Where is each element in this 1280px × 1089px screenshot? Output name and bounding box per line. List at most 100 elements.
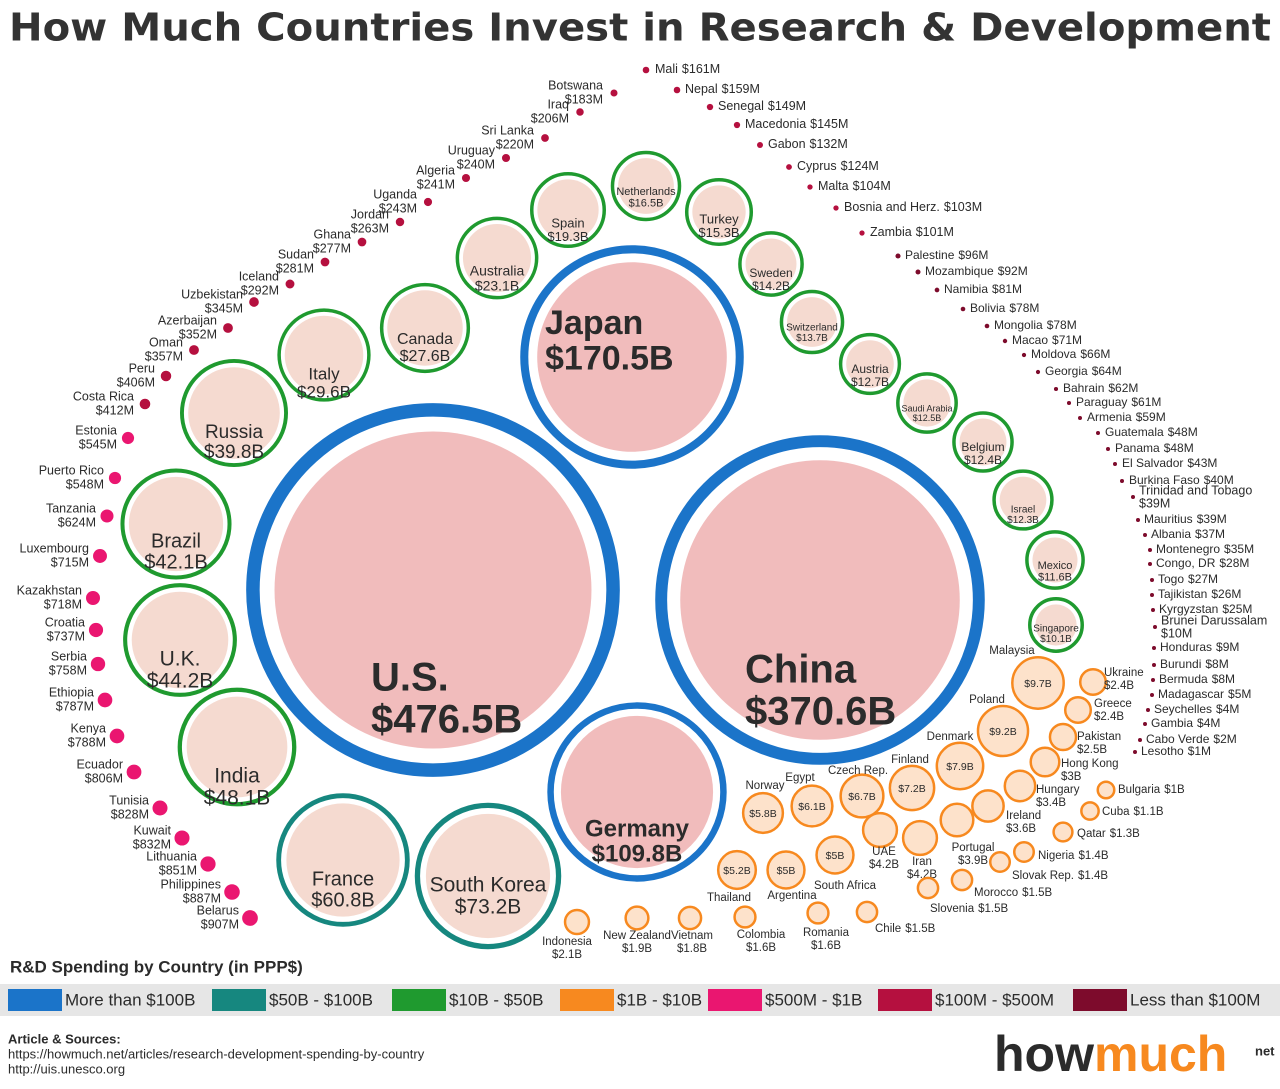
country-name: Germany	[585, 815, 690, 842]
dot	[807, 184, 813, 190]
country-name: Macao	[1012, 333, 1048, 347]
value-label: $277M	[313, 241, 351, 255]
bubble	[901, 819, 939, 857]
value-label: $12.4B	[964, 453, 1002, 467]
legend-swatch	[8, 989, 62, 1011]
country-name: Mauritius	[1144, 512, 1193, 526]
country-label: Malta $104M	[818, 179, 891, 193]
dot	[249, 297, 259, 307]
country-label: Senegal $149M	[718, 99, 806, 113]
value-label: $758M	[49, 663, 87, 677]
country-name: Saudi Arabia	[901, 403, 952, 413]
bubble	[766, 850, 806, 890]
country-label: Qatar $1.3B	[1077, 828, 1140, 840]
bubble	[1011, 656, 1065, 710]
value-label: $78M	[1047, 318, 1077, 332]
country-name: Gambia	[1151, 716, 1193, 730]
country-label: Gambia $4M	[1151, 716, 1220, 730]
country-name: Iceland	[239, 269, 279, 283]
value-label: $145M	[810, 117, 848, 131]
country-label: Namibia $81M	[944, 282, 1022, 296]
value-label: $132M	[810, 137, 848, 151]
country-name: Chile	[875, 923, 901, 935]
country-name: Peru	[129, 361, 155, 375]
value-label: $11.6B	[1038, 571, 1072, 583]
bubble	[950, 868, 974, 892]
value-label: $66M	[1080, 347, 1110, 361]
dot	[501, 153, 511, 163]
country-name: Iraq	[547, 97, 569, 111]
dot	[357, 237, 367, 247]
country-label: Togo $27M	[1158, 572, 1218, 586]
value-label: $548M	[66, 477, 104, 491]
country-name: Nigeria	[1038, 850, 1075, 862]
value-label: $370.6B	[745, 690, 896, 734]
dot	[1096, 431, 1100, 435]
dot	[1150, 593, 1154, 597]
country-name: Bulgaria	[1118, 784, 1161, 796]
country-name: Qatar	[1077, 828, 1106, 840]
country-name: France	[312, 868, 374, 890]
value-label: $23.1B	[475, 277, 519, 293]
bubble-flag	[537, 262, 727, 452]
legend-title: R&D Spending by Country (in PPP$)	[10, 957, 303, 976]
legend-swatch	[392, 989, 446, 1011]
country-name: Namibia	[944, 282, 988, 296]
bubble-flag	[131, 591, 229, 689]
legend-label: $50B - $100B	[269, 990, 373, 1009]
country-label: Guatemala $48M	[1105, 425, 1198, 439]
value-label: $104M	[853, 179, 891, 193]
country-name: Egypt	[785, 772, 815, 784]
dot	[93, 549, 107, 563]
country-label: Macao $71M	[1012, 333, 1082, 347]
dot	[97, 692, 113, 708]
dot	[673, 86, 681, 94]
bubble	[935, 741, 985, 791]
bubble-flag	[745, 238, 797, 290]
value-label: $4.2B	[869, 859, 899, 871]
bubble-flag	[387, 290, 463, 366]
country-name: Bermuda	[1159, 672, 1208, 686]
value-label: $25M	[1222, 602, 1252, 616]
value-label: $7.9B	[946, 761, 973, 773]
country-label: Bahrain $62M	[1063, 381, 1138, 395]
value-label: $907M	[201, 917, 239, 931]
country-name: Tunisia	[109, 793, 149, 807]
value-label: $61M	[1131, 395, 1161, 409]
country-name: Ireland	[1006, 810, 1041, 822]
value-label: $48.1B	[204, 787, 271, 810]
legend-swatch	[708, 989, 762, 1011]
country-name: Israel	[1011, 505, 1035, 516]
dot	[1131, 495, 1135, 499]
country-name: Canada	[397, 331, 453, 348]
dot	[126, 764, 142, 780]
sources-heading: Article & Sources:	[8, 1031, 121, 1046]
country-name: Honduras	[1160, 640, 1212, 654]
country-name: Macedonia	[745, 117, 806, 131]
dot	[1077, 415, 1083, 421]
value-label: $476.5B	[371, 698, 522, 742]
value-label: $1.5B	[978, 903, 1008, 915]
country-name: Argentina	[767, 890, 817, 902]
logo-suffix: net	[1255, 1043, 1275, 1058]
value-label: $9.2B	[989, 726, 1016, 738]
value-label: $15.3B	[698, 225, 739, 240]
value-label: $16.5B	[629, 197, 664, 209]
country-name: Albania	[1151, 527, 1191, 541]
country-name: Croatia	[45, 615, 85, 629]
country-name: Oman	[149, 335, 183, 349]
value-label: $39M	[1197, 512, 1227, 526]
value-label: $1.3B	[1110, 828, 1140, 840]
country-name: Palestine	[905, 248, 955, 262]
bubble	[1080, 801, 1100, 821]
country-name: Jordan	[351, 207, 389, 221]
value-label: $12.7B	[851, 375, 889, 389]
value-label: $240M	[457, 157, 495, 171]
dot	[1148, 562, 1152, 566]
bubble	[1048, 722, 1078, 752]
country-label: Kyrgyzstan $25M	[1159, 602, 1252, 616]
value-label: $2.1B	[552, 949, 582, 961]
value-label: $788M	[68, 735, 106, 749]
value-label: $62M	[1108, 381, 1138, 395]
value-label: $1.9B	[622, 943, 652, 955]
